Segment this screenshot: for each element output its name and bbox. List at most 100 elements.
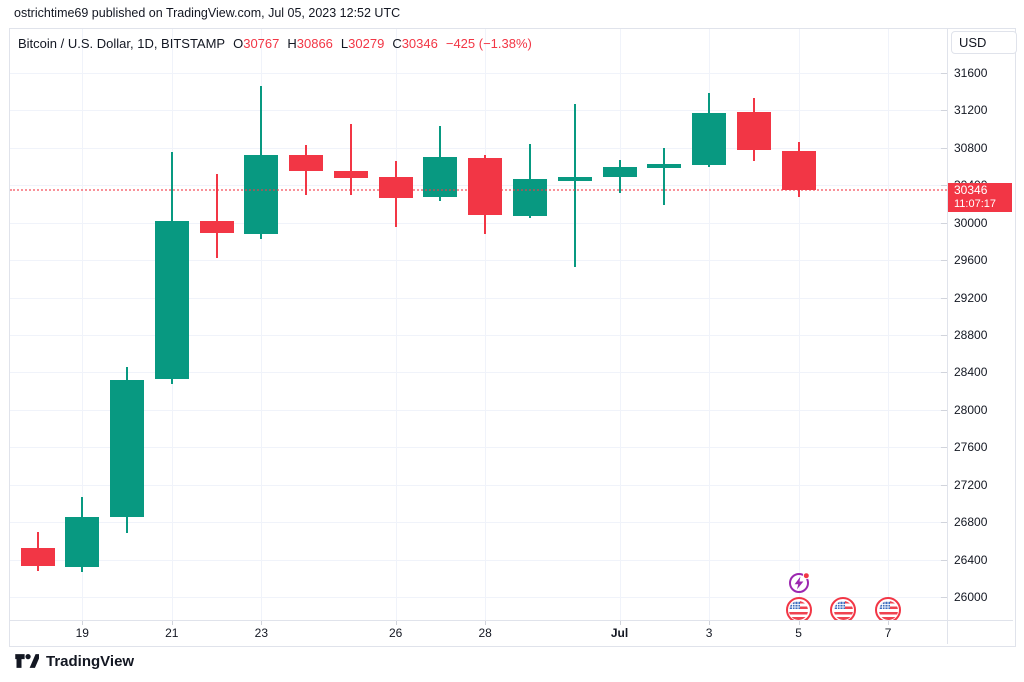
price-axis-tick [941, 260, 947, 262]
gridline-horizontal [10, 484, 947, 486]
price-axis-tick [941, 559, 947, 561]
flag-stripes [833, 600, 853, 620]
price-scale[interactable]: USD 30346 11:07:17 316003120030800304003… [941, 29, 1017, 620]
symbol-title: Bitcoin / U.S. Dollar, 1D, BITSTAMP [18, 36, 226, 51]
symbol-legend: Bitcoin / U.S. Dollar, 1D, BITSTAMP O307… [18, 36, 532, 51]
price-tick-label: 28800 [954, 327, 988, 342]
flag-canton [789, 600, 801, 609]
chart-frame: Bitcoin / U.S. Dollar, 1D, BITSTAMP O307… [9, 28, 1017, 647]
price-tick-label: 29200 [954, 290, 988, 305]
gridline-horizontal [10, 297, 947, 299]
price-tick-label: 30000 [954, 215, 988, 230]
gridline-horizontal [10, 73, 947, 74]
time-tick-label: 7 [884, 626, 892, 640]
currency-button[interactable]: USD [951, 31, 1017, 54]
time-tick-label: Jul [610, 626, 629, 640]
gridline-vertical [619, 29, 621, 620]
time-tick-label: 19 [75, 626, 89, 640]
price-axis-tick [941, 222, 947, 224]
price-axis-tick [941, 110, 947, 112]
price-axis-tick [941, 447, 947, 449]
candle-body [692, 112, 727, 166]
us-flag-event-icon[interactable] [830, 597, 857, 620]
ohlc-letter: H [287, 36, 297, 51]
chart-pane[interactable]: Bitcoin / U.S. Dollar, 1D, BITSTAMP O307… [10, 29, 947, 620]
candle-wick [573, 103, 576, 267]
price-tick-label: 29600 [954, 253, 988, 268]
currency-label: USD [959, 35, 987, 50]
candle-body [110, 379, 145, 517]
time-scale[interactable]: 19 21 23 26 28 Jul 3 5 7 [10, 621, 947, 644]
gridline-horizontal [10, 522, 947, 524]
tradingview-logo-text: TradingView [46, 652, 135, 670]
candle-body [65, 516, 100, 568]
gridline-vertical [798, 29, 800, 620]
last-price-label: 30346 11:07:17 [948, 182, 1012, 212]
gridline-horizontal [10, 222, 947, 224]
candle-wick [663, 147, 666, 205]
lightning-event-icon[interactable] [787, 571, 811, 595]
gridline-vertical [485, 29, 487, 620]
time-axis-tick [261, 621, 263, 625]
ohlc-value: 30279 [348, 36, 385, 51]
price-tick-label: 28000 [954, 402, 988, 417]
change-value: −425 (−1.38%) [445, 36, 532, 51]
gridline-horizontal [10, 409, 947, 411]
time-tick-label: 28 [478, 626, 492, 640]
time-tick-label: 23 [254, 626, 269, 640]
time-tick-label: 5 [795, 626, 802, 640]
candle-body [289, 154, 324, 171]
candle-body [512, 179, 547, 217]
ohlc-value: 30346 [401, 36, 438, 51]
bar-countdown: 11:07:17 [954, 197, 997, 210]
tradingview-logo[interactable]: TradingView [14, 651, 134, 671]
time-tick-label: 21 [165, 626, 179, 640]
price-axis-tick [941, 409, 947, 411]
gridline-horizontal [10, 559, 947, 561]
price-axis-tick [941, 596, 947, 598]
time-axis-tick [709, 621, 711, 625]
flag-stripes [878, 600, 898, 620]
candle-body [244, 154, 279, 234]
flag-canton [878, 600, 890, 609]
time-axis-separator [10, 620, 1013, 621]
ohlc-value: 30767 [243, 36, 280, 51]
time-axis-tick [798, 621, 800, 625]
price-axis-tick [941, 185, 947, 187]
time-tick-label: 26 [388, 626, 403, 640]
flag-canton [833, 600, 845, 609]
price-axis-tick [941, 147, 947, 149]
gridline-vertical [261, 29, 263, 620]
us-flag-event-icon[interactable] [875, 597, 902, 620]
gridline-horizontal [10, 147, 947, 149]
price-tick-label: 26400 [954, 552, 988, 567]
price-axis-tick [941, 334, 947, 336]
tradingview-logo-icon [15, 654, 39, 668]
gridline-horizontal [10, 110, 947, 112]
candle-wick [349, 123, 352, 196]
time-axis-tick [171, 621, 173, 625]
price-tick-label: 27200 [954, 477, 988, 492]
gridline-horizontal [10, 260, 947, 262]
time-axis-tick [619, 621, 621, 625]
time-axis-tick [888, 621, 890, 625]
gridline-horizontal [10, 334, 947, 336]
candle-body [378, 176, 413, 198]
gridline-vertical [82, 29, 84, 620]
candle-body [781, 150, 816, 191]
time-axis-tick [395, 621, 397, 625]
candle-body [468, 158, 503, 215]
time-axis-tick [82, 621, 84, 625]
price-axis-tick [941, 484, 947, 486]
flag-stripes [789, 600, 809, 620]
us-flag-event-icon[interactable] [785, 597, 812, 620]
price-axis-separator [947, 29, 948, 644]
candle-body [557, 176, 592, 182]
candle-body [736, 111, 771, 151]
gridline-vertical [395, 29, 397, 620]
attribution-text: ostrichtime69 published on TradingView.c… [14, 6, 401, 20]
last-price-line [10, 189, 947, 192]
candle-body [20, 548, 55, 567]
ohlc-letter: L [340, 36, 349, 51]
ohlc-letter: O [233, 36, 244, 51]
